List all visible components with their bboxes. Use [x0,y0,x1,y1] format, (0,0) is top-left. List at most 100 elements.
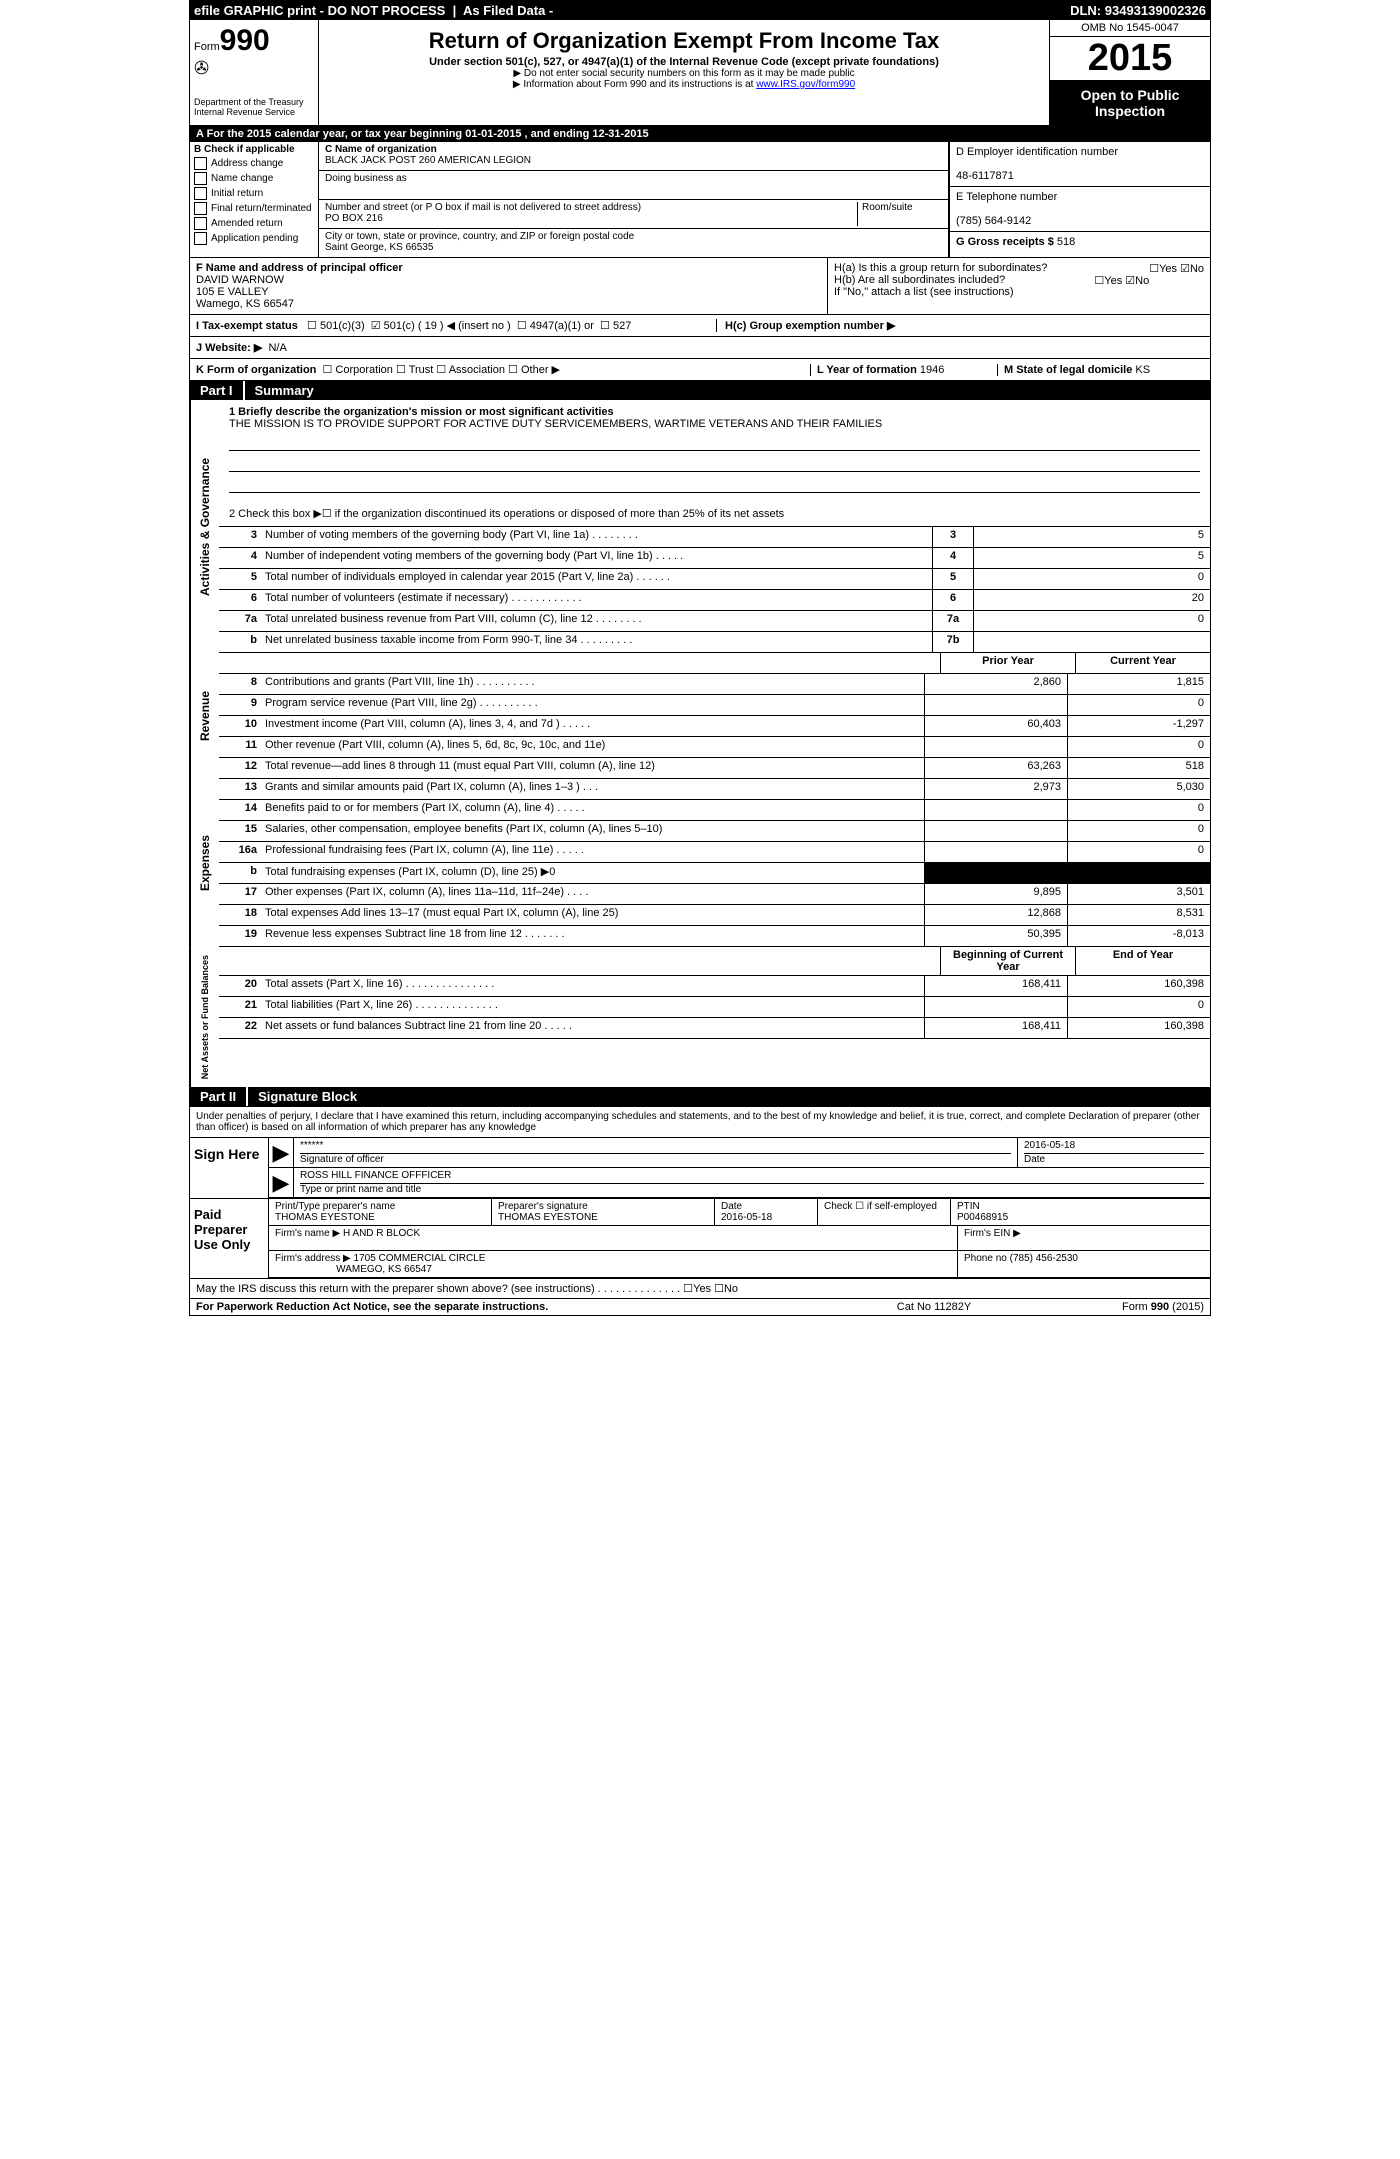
part-1-bar: Part I Summary [190,381,1210,400]
k-opt-assoc[interactable]: Association [449,364,505,376]
sign-here-label: Sign Here [190,1138,269,1198]
summary-row: bTotal fundraising expenses (Part IX, co… [219,863,1210,884]
line-text: Total assets (Part X, line 16) . . . . .… [261,976,924,996]
phone-value: (785) 564-9142 [956,215,1031,227]
footer-form-num: 990 [1151,1301,1169,1313]
hb-text: H(b) Are all subordinates included? [834,274,1005,286]
i-label: I Tax-exempt status [196,320,298,332]
line-box: 3 [932,527,973,547]
gov-row: 7aTotal unrelated business revenue from … [219,611,1210,632]
line-box: 6 [932,590,973,610]
chk-application-pending[interactable]: Application pending [194,232,314,245]
open-line1: Open to Public [1052,87,1208,103]
line-text: Total number of volunteers (estimate if … [261,590,932,610]
chk-label: Application pending [211,233,298,244]
gov-row: 4Number of independent voting members of… [219,548,1210,569]
discuss-line: May the IRS discuss this return with the… [190,1278,1210,1298]
prior-value [924,821,1067,841]
agency-line1: Department of the Treasury [194,97,314,107]
prior-value: 2,973 [924,779,1067,799]
current-value: 0 [1067,842,1210,862]
footer-right: Form 990 (2015) [1024,1301,1204,1313]
current-value: 0 [1067,737,1210,757]
chk-final-return[interactable]: Final return/terminated [194,202,314,215]
summary-row: 19Revenue less expenses Subtract line 18… [219,926,1210,947]
i-opt-501c3[interactable]: 501(c)(3) [320,320,365,332]
line-num: 6 [219,590,261,610]
header-row: Form990 ✇ Department of the Treasury Int… [190,20,1210,126]
form-990-page: efile GRAPHIC print - DO NOT PROCESS | A… [189,0,1211,1316]
header-right: OMB No 1545-0047 2015 Open to Public Ins… [1049,20,1210,125]
k-opt-trust[interactable]: Trust [409,364,434,376]
form-note1: ▶ Do not enter social security numbers o… [325,68,1043,79]
line2-discontinue: 2 Check this box ▶☐ if the organization … [229,507,1200,520]
prep-h4[interactable]: Check ☐ if self-employed [824,1201,944,1212]
room-label: Room/suite [862,202,913,213]
e-label: E Telephone number [956,191,1057,203]
prior-value [924,997,1067,1017]
chk-initial-return[interactable]: Initial return [194,187,314,200]
no-label: No [1190,263,1204,275]
side-revenue: Revenue [190,653,219,779]
chk-address-change[interactable]: Address change [194,157,314,170]
date-label: Date [1024,1153,1204,1165]
irs-link[interactable]: www.IRS.gov/form990 [756,79,855,90]
line-text: Other revenue (Part VIII, column (A), li… [261,737,924,757]
current-value: 8,531 [1067,905,1210,925]
hd-beg: Beginning of Current Year [940,947,1075,975]
current-value: 1,815 [1067,674,1210,694]
row-k-l-m: K Form of organization ☐ Corporation ☐ T… [190,359,1210,381]
current-value: 0 [1067,695,1210,715]
line-box: 7b [932,632,973,652]
line-num: 4 [219,548,261,568]
i-opt-501c[interactable]: 501(c) ( 19 ) ◀ (insert no ) [384,320,511,332]
side-governance: Activities & Governance [190,400,219,653]
prior-value [924,737,1067,757]
i-opt-527[interactable]: 527 [613,320,631,332]
line-text: Total fundraising expenses (Part IX, col… [261,863,924,883]
h-note: If "No," attach a list (see instructions… [834,286,1204,298]
efile-label: efile GRAPHIC print - DO NOT PROCESS [194,3,445,18]
no-label: No [1135,275,1149,287]
line-num: 5 [219,569,261,589]
firm-phone: (785) 456-2530 [1010,1253,1078,1264]
k-opt-other[interactable]: Other ▶ [521,364,560,376]
prep-date: 2016-05-18 [721,1212,811,1223]
line-num: 8 [219,674,261,694]
top-bar: efile GRAPHIC print - DO NOT PROCESS | A… [190,1,1210,20]
line-num: 18 [219,905,261,925]
j-label: J Website: ▶ [196,341,262,354]
line-box: 4 [932,548,973,568]
chk-amended-return[interactable]: Amended return [194,217,314,230]
as-filed-label: As Filed Data - [463,3,553,18]
line-num: 17 [219,884,261,904]
sig-stars: ****** [300,1140,323,1151]
firm-addr2: WAMEGO, KS 66547 [336,1264,432,1275]
line-box: 7a [932,611,973,631]
gov-row: bNet unrelated business taxable income f… [219,632,1210,653]
gov-row: 5Total number of individuals employed in… [219,569,1210,590]
street-label: Number and street (or P O box if mail is… [325,202,641,213]
chk-label: Amended return [211,218,283,229]
block-bc-d: B Check if applicable Address change Nam… [190,142,1210,258]
prep-h3: Date [721,1201,811,1212]
i-opt-4947[interactable]: 4947(a)(1) or [530,320,594,332]
line-value: 5 [973,548,1210,568]
line-text: Contributions and grants (Part VIII, lin… [261,674,924,694]
c-label: C Name of organization [325,144,437,155]
k-opt-corp[interactable]: Corporation [335,364,392,376]
firm-phone-label: Phone no [964,1253,1007,1264]
line-box: 5 [932,569,973,589]
line-value: 20 [973,590,1210,610]
tax-year: 2015 [1050,37,1210,81]
cell-ein: D Employer identification number 48-6117… [950,142,1210,187]
yes-label: Yes [1104,275,1122,287]
line-text: Total unrelated business revenue from Pa… [261,611,932,631]
line-text: Program service revenue (Part VIII, line… [261,695,924,715]
chk-name-change[interactable]: Name change [194,172,314,185]
current-value: -8,013 [1067,926,1210,946]
prep-name: THOMAS EYESTONE [275,1212,485,1223]
line-num: 14 [219,800,261,820]
rev-header-row: Prior Year Current Year [219,653,1210,674]
line-num: 10 [219,716,261,736]
